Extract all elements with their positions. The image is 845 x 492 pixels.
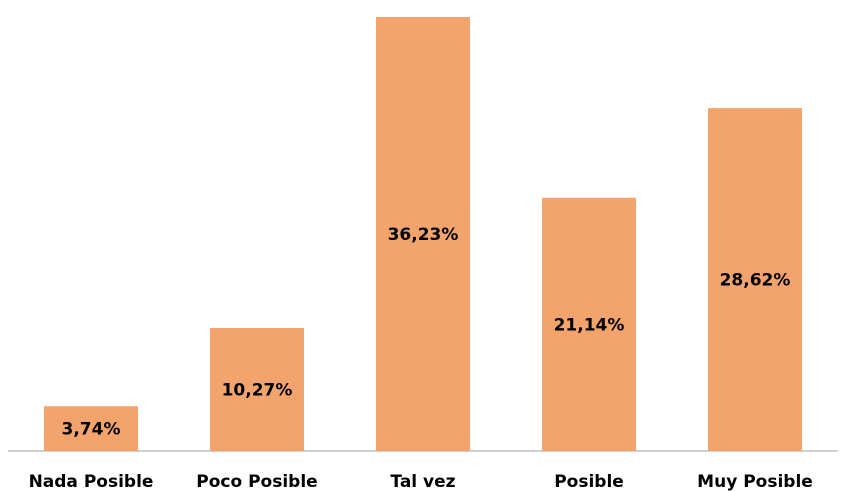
category-label-2: Poco Posible [196,472,317,492]
category-labels-group: Nada Posible Poco Posible Tal vez Posible Mu… [29,472,813,492]
data-label-5: 28,62% [720,271,791,291]
bar-3 [376,17,470,451]
data-labels-group: 3,74% 10,27% 36,23% 21,14% 28,62% [62,225,791,440]
data-label-3: 36,23% [388,225,459,245]
category-label-5: Muy Posible [697,472,813,492]
bar-2 [210,327,304,451]
data-label-1: 3,74% [62,420,121,440]
category-label-3: Tal vez [390,472,455,492]
bar-1 [44,406,138,451]
bar-4 [542,197,636,451]
category-label-1: Nada Posible [29,472,154,492]
bar-5 [708,108,802,451]
bars-group [44,17,802,451]
data-label-4: 21,14% [554,315,625,335]
data-label-2: 10,27% [222,380,293,400]
category-label-4: Posible [554,472,624,492]
